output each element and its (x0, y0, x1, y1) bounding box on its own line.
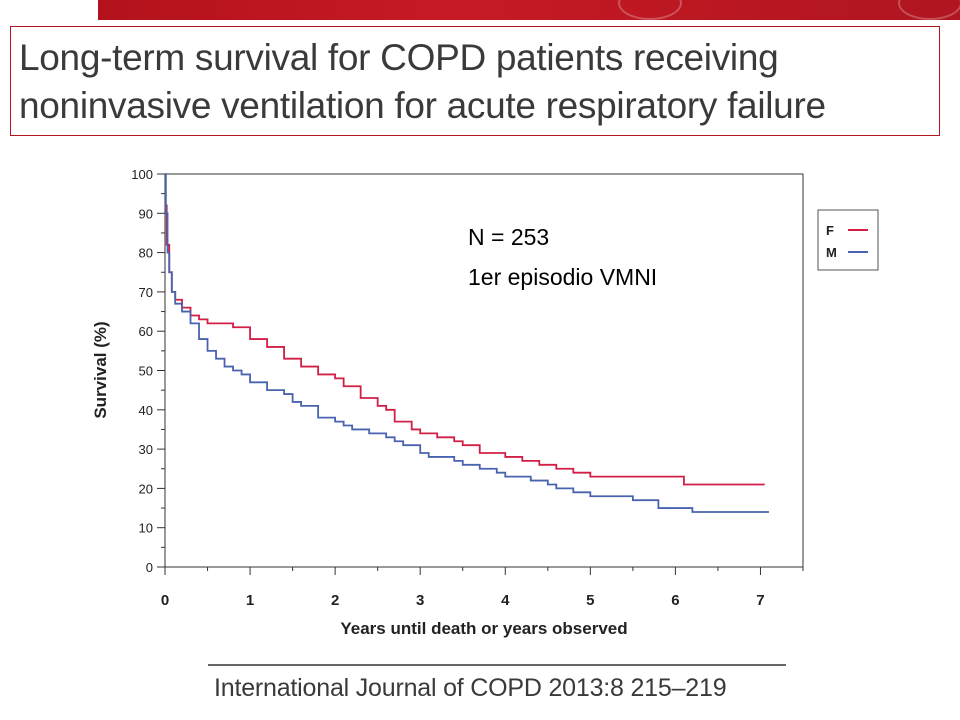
y-tick-label: 70 (139, 285, 153, 300)
y-tick-label: 90 (139, 206, 153, 221)
x-tick-label: 7 (756, 592, 764, 609)
citation-footer: International Journal of COPD 2013:8 215… (214, 674, 727, 702)
x-tick-label: 5 (586, 592, 594, 609)
header-banner (98, 0, 960, 20)
slide-title-line-2: noninvasive ventilation for acute respir… (19, 85, 826, 126)
slide-title-line-1: Long-term survival for COPD patients rec… (19, 37, 779, 78)
x-axis-label: Years until death or years observed (340, 619, 627, 638)
chart-legend: FM (817, 209, 879, 271)
y-tick-label: 100 (131, 167, 153, 182)
y-tick-label: 60 (139, 324, 153, 339)
x-tick-label: 4 (501, 592, 510, 609)
chart-axes: 0 10 20 30 40 50 60 70 80 90 100 0 1 2 3 4 5 6 7 (131, 167, 804, 609)
legend-label-m: M (826, 245, 837, 260)
legend-label-f: F (826, 223, 834, 238)
annotation-episode: 1er episodio VMNI (468, 264, 657, 290)
series-line-m (164, 173, 769, 513)
y-tick-label: 40 (139, 403, 153, 418)
y-tick-label: 30 (139, 442, 153, 457)
chart-series-layer (164, 173, 769, 513)
legend-box (817, 209, 879, 271)
y-tick-label: 80 (139, 246, 153, 261)
x-tick-label: 6 (671, 592, 679, 609)
y-tick-label: 20 (139, 481, 153, 496)
x-tick-label: 3 (416, 592, 424, 609)
x-tick-label: 2 (331, 592, 339, 609)
x-tick-label: 1 (246, 592, 254, 609)
annotation-n: N = 253 (468, 224, 549, 250)
footer-divider (208, 664, 786, 666)
title-box: Long-term survival for COPD patients rec… (10, 26, 940, 136)
y-tick-label: 10 (139, 521, 153, 536)
y-tick-label: 0 (146, 560, 153, 575)
x-tick-label: 0 (161, 592, 169, 609)
y-tick-label: 50 (139, 364, 153, 379)
series-line-f (165, 204, 765, 486)
y-axis-label: Survival (%) (91, 321, 110, 418)
